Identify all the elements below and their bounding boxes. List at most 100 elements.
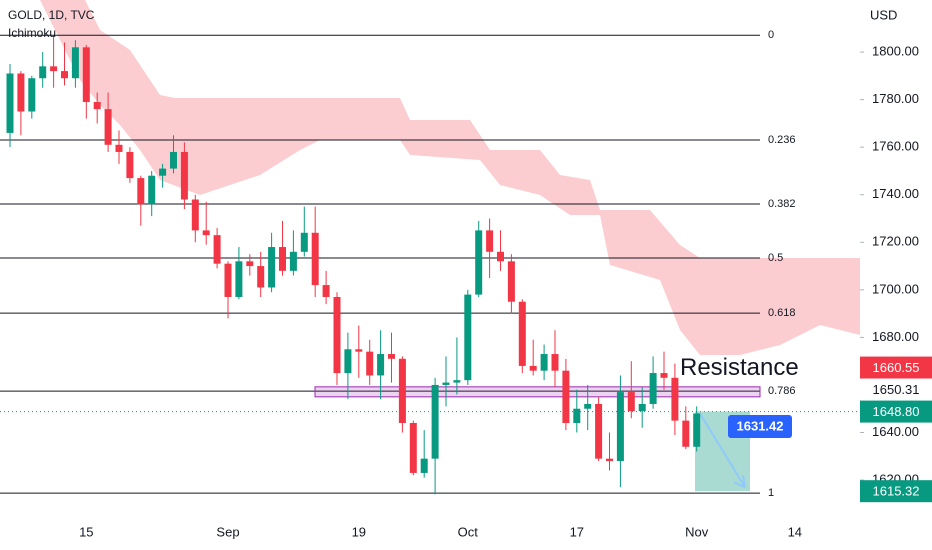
candle-body [627, 392, 635, 412]
target-box [728, 415, 792, 438]
candle-body [616, 392, 624, 462]
y-tick-label: 1700.00 [872, 281, 919, 296]
candle-body [300, 232, 308, 252]
candle-body [573, 408, 581, 423]
price-tag-label: 1648.80 [873, 404, 920, 419]
candle-body [311, 232, 319, 286]
candle-body [28, 78, 36, 112]
candle-body [638, 403, 646, 412]
candle-body [398, 358, 406, 423]
candle-body [562, 370, 570, 423]
candle-body [388, 354, 395, 359]
x-tick-label: 15 [79, 524, 93, 539]
fib-label: 1 [768, 487, 774, 499]
fib-label: 0.236 [768, 134, 796, 146]
candle-body [115, 144, 123, 152]
candle-body [377, 354, 385, 376]
candle-body [202, 230, 210, 236]
currency-label: USD [870, 7, 897, 22]
fib-label: 0.5 [768, 252, 783, 264]
candle-body [497, 251, 504, 262]
candle-body [180, 151, 188, 200]
price-tag [860, 400, 932, 423]
candle-body [71, 47, 79, 79]
candle-body [246, 261, 254, 267]
candle-body [82, 47, 90, 103]
x-tick-label: 14 [788, 524, 802, 539]
candle-body [61, 71, 68, 79]
y-tick-label: 1720.00 [872, 234, 919, 249]
y-tick-label: 1780.00 [872, 91, 919, 106]
candle-body [279, 247, 286, 271]
candle-body [148, 175, 156, 205]
projection-arrow [699, 413, 746, 488]
candle-body [649, 373, 657, 404]
candle-body [224, 263, 232, 297]
candle-body [584, 403, 592, 409]
candle-body [93, 102, 101, 110]
candle-body [529, 365, 537, 371]
candle-body [235, 261, 243, 297]
candle-body [682, 420, 690, 447]
price-tag-label: 1615.32 [873, 484, 920, 499]
candle-body [595, 403, 603, 459]
candle-body [453, 380, 461, 383]
candle-body [606, 458, 613, 462]
candle-body [540, 354, 548, 371]
candle-body [660, 373, 668, 378]
fib-label: 0 [768, 29, 774, 41]
y-tick-label: 1640.00 [872, 424, 919, 439]
candle-body [6, 73, 14, 133]
candle-body [191, 199, 199, 231]
candle-body [671, 377, 679, 421]
candle-body [170, 151, 177, 169]
candle-body [464, 294, 472, 381]
resistance-zone [314, 386, 761, 398]
fib-label: 0.618 [768, 307, 796, 319]
price-tag-label: 1660.55 [873, 360, 920, 375]
candle-body [137, 178, 145, 205]
indicator-label: Ichimoku [8, 26, 56, 40]
candle-body [420, 458, 428, 473]
candle-body [442, 382, 450, 385]
x-tick-label: Nov [685, 524, 709, 539]
candle-body [104, 109, 112, 145]
fib-label: 0.786 [768, 385, 796, 397]
candle-body [431, 384, 439, 459]
x-tick-label: 19 [352, 524, 366, 539]
price-tag [860, 480, 932, 503]
candle-body [693, 413, 701, 447]
candle-body [507, 261, 515, 302]
resistance-label: Resistance [680, 354, 799, 381]
candle-body [344, 349, 352, 374]
y-tick-label: 1680.00 [872, 329, 919, 344]
candle-body [518, 301, 526, 366]
candle-body [333, 296, 341, 374]
x-tick-label: Oct [458, 524, 479, 539]
candle-body [486, 230, 494, 252]
y-tick-label: 1800.00 [872, 44, 919, 59]
candle-body [322, 285, 330, 297]
symbol-label: GOLD, 1D, TVC [8, 8, 95, 22]
candle-body [159, 168, 167, 176]
candle-body [551, 354, 559, 371]
price-tag [860, 378, 932, 401]
candle-body [126, 151, 134, 179]
candle-body [355, 349, 363, 352]
candle-body [50, 66, 58, 72]
candle-body [366, 351, 374, 376]
y-tick-label: 1740.00 [872, 186, 919, 201]
arrow-head [733, 475, 746, 489]
y-tick-label: 1760.00 [872, 139, 919, 154]
price-tag [860, 356, 932, 379]
price-tag-label: 1650.31 [873, 382, 920, 397]
candle-body [17, 73, 25, 112]
target-label: 1631.42 [737, 418, 784, 433]
x-tick-label: 17 [570, 524, 584, 539]
candle-body [257, 266, 265, 288]
candle-body [409, 422, 417, 473]
x-tick-label: Sep [216, 524, 239, 539]
candle-body [475, 230, 483, 295]
ichimoku-cloud [40, 0, 860, 355]
